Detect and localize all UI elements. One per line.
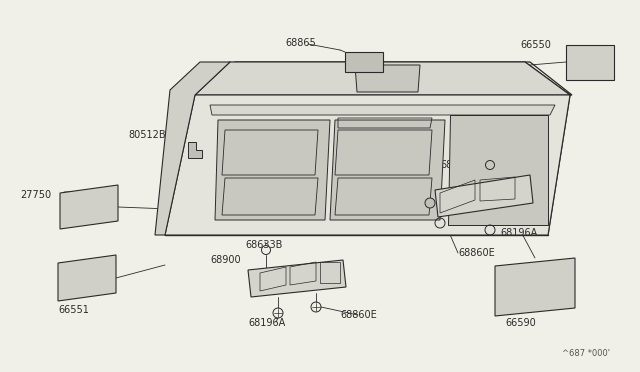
- Polygon shape: [215, 120, 330, 220]
- Polygon shape: [448, 115, 548, 225]
- Text: 66551: 66551: [58, 305, 89, 315]
- Polygon shape: [566, 45, 614, 80]
- Polygon shape: [345, 52, 383, 72]
- Text: 68633B: 68633B: [508, 158, 545, 168]
- Text: ^687 *000': ^687 *000': [562, 349, 610, 358]
- Polygon shape: [248, 260, 346, 297]
- Polygon shape: [330, 120, 445, 220]
- Polygon shape: [60, 185, 118, 229]
- Polygon shape: [495, 258, 575, 316]
- Text: 66590: 66590: [505, 318, 536, 328]
- Text: 68900: 68900: [210, 255, 241, 265]
- Polygon shape: [155, 62, 230, 235]
- Text: 68865: 68865: [285, 38, 316, 48]
- Text: 68860E: 68860E: [458, 248, 495, 258]
- Text: 68860E: 68860E: [340, 310, 377, 320]
- Polygon shape: [188, 142, 202, 158]
- Polygon shape: [435, 175, 533, 217]
- Text: 27750: 27750: [20, 190, 51, 200]
- Text: 68196A: 68196A: [248, 318, 285, 328]
- Polygon shape: [355, 65, 420, 92]
- Polygon shape: [195, 62, 572, 95]
- Circle shape: [425, 198, 435, 208]
- Polygon shape: [58, 255, 116, 301]
- Text: 68633B: 68633B: [245, 240, 282, 250]
- Text: 68196A: 68196A: [500, 228, 537, 238]
- Text: 68901: 68901: [440, 160, 470, 170]
- Text: 66550: 66550: [520, 40, 551, 50]
- Polygon shape: [165, 95, 570, 235]
- Polygon shape: [210, 105, 555, 115]
- Polygon shape: [195, 62, 570, 95]
- Text: 80512B: 80512B: [128, 130, 166, 140]
